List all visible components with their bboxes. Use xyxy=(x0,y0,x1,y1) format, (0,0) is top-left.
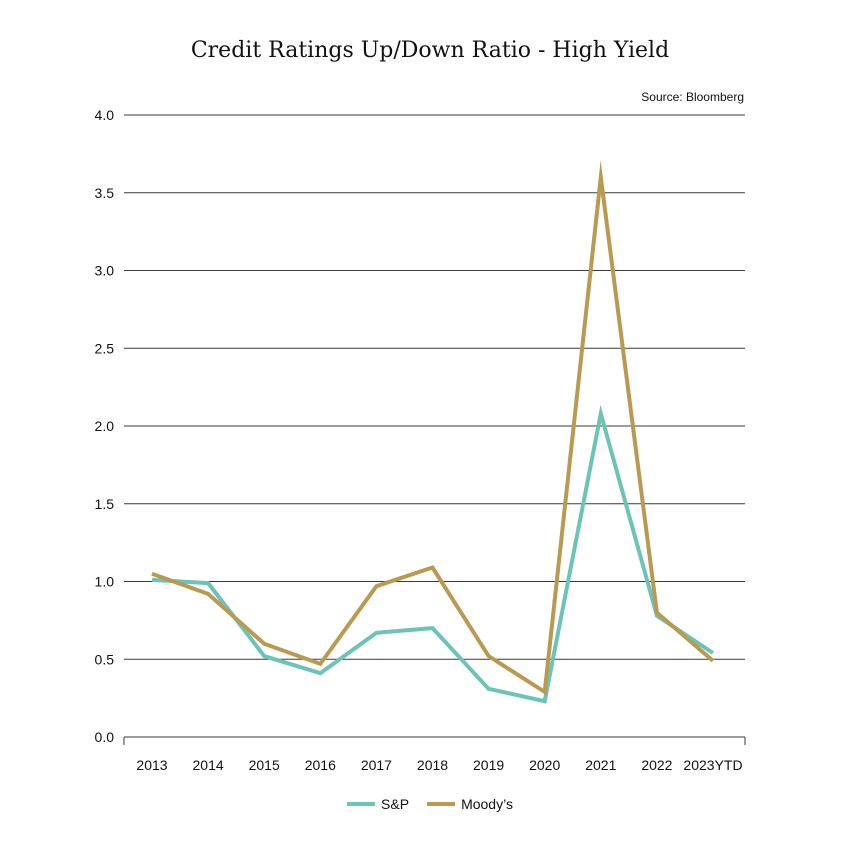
y-tick-label: 1.5 xyxy=(95,496,115,512)
x-tick-label: 2015 xyxy=(249,757,280,773)
legend-item-sp: S&P xyxy=(347,796,409,812)
y-tick-label: 2.0 xyxy=(95,418,115,434)
x-tick-label: 2013 xyxy=(136,757,167,773)
legend-swatch-moodys xyxy=(427,802,456,806)
legend-label-moodys: Moody’s xyxy=(461,796,513,812)
y-tick-label: 0.5 xyxy=(95,651,115,667)
y-tick-label: 3.0 xyxy=(95,263,115,279)
y-tick-label: 0.0 xyxy=(95,729,115,745)
chart-title: Credit Ratings Up/Down Ratio - High Yiel… xyxy=(190,38,670,63)
y-tick-label: 4.0 xyxy=(95,107,115,123)
legend-swatch-sp xyxy=(347,802,376,806)
series-line-0 xyxy=(151,404,715,704)
x-tick-label: 2016 xyxy=(305,757,336,773)
source-note: Source: Bloomberg xyxy=(641,90,744,104)
x-tick-label: 2022 xyxy=(641,757,672,773)
legend-label-sp: S&P xyxy=(381,796,410,812)
y-tick-label: 2.5 xyxy=(95,340,115,356)
x-tick-label: 2019 xyxy=(473,757,504,773)
legend-item-moodys: Moody’s xyxy=(427,796,513,812)
y-tick-label: 1.0 xyxy=(95,574,115,590)
x-tick-label: 2023YTD xyxy=(683,757,742,773)
legend: S&P Moody’s xyxy=(0,796,860,812)
x-tick-label: 2018 xyxy=(417,757,448,773)
x-tick-label: 2021 xyxy=(585,757,616,773)
x-tick-label: 2020 xyxy=(529,757,560,773)
x-tick-label: 2014 xyxy=(193,757,224,773)
y-tick-label: 3.5 xyxy=(95,185,115,201)
series-line-1 xyxy=(151,160,715,696)
x-tick-label: 2017 xyxy=(361,757,392,773)
